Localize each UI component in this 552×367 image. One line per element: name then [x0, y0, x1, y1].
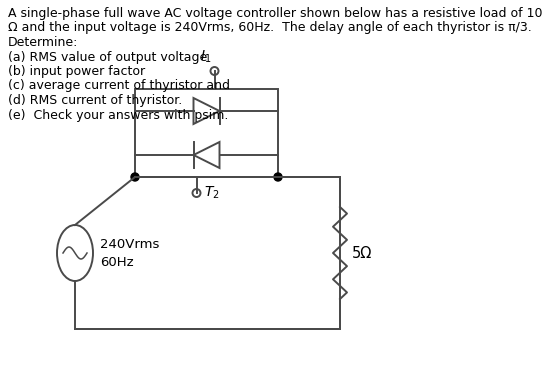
Text: (a) RMS value of output voltage: (a) RMS value of output voltage: [8, 51, 207, 63]
Circle shape: [131, 173, 139, 181]
Text: (e)  Check your answers with psim.: (e) Check your answers with psim.: [8, 109, 229, 121]
Text: (b) input power factor: (b) input power factor: [8, 65, 145, 78]
Text: 60Hz: 60Hz: [100, 257, 134, 269]
Text: $I_1$: $I_1$: [200, 48, 212, 65]
Text: Ω and the input voltage is 240Vrms, 60Hz.  The delay angle of each thyristor is : Ω and the input voltage is 240Vrms, 60Hz…: [8, 22, 532, 34]
Text: $T_2$: $T_2$: [204, 185, 219, 201]
Text: A single-phase full wave AC voltage controller shown below has a resistive load : A single-phase full wave AC voltage cont…: [8, 7, 543, 20]
Bar: [135, 89, 278, 177]
Text: 5Ω: 5Ω: [352, 246, 372, 261]
Text: (c) average current of thyristor and: (c) average current of thyristor and: [8, 80, 230, 92]
Text: (d) RMS current of thyristor.: (d) RMS current of thyristor.: [8, 94, 182, 107]
Text: 240Vrms: 240Vrms: [100, 239, 160, 251]
Text: Determine:: Determine:: [8, 36, 78, 49]
Circle shape: [274, 173, 282, 181]
